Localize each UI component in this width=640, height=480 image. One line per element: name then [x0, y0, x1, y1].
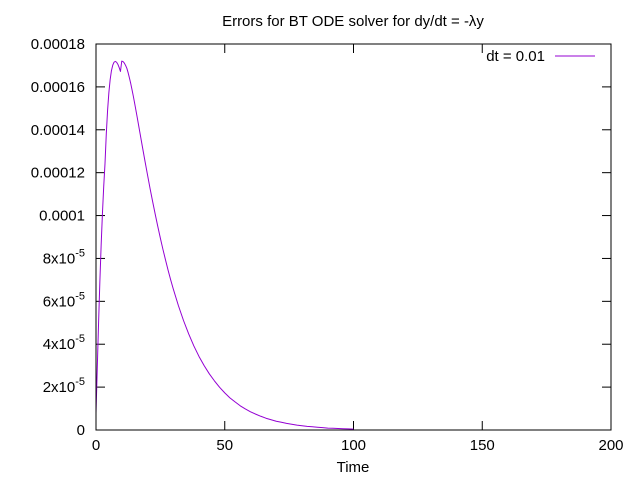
legend: dt = 0.01: [486, 48, 595, 65]
y-axis-ticks: 0 2x10-5 4x10-5 6x10-5 8x10-5 0.0001 0.00012 0.…: [31, 36, 611, 439]
y-tick-label: 2x10-5: [43, 376, 85, 396]
y-tick-label: 0.00016: [31, 79, 85, 96]
y-tick-label: 6x10-5: [43, 290, 85, 310]
y-tick-label: 4x10-5: [43, 333, 85, 353]
y-tick-label: 8x10-5: [43, 247, 85, 267]
series-line-dt-0-01: [95, 60, 354, 430]
chart-title: Errors for BT ODE solver for dy/dt = -λy: [222, 13, 484, 30]
x-tick-label: 200: [598, 437, 623, 454]
x-tick-label: 0: [92, 437, 100, 454]
y-tick-label: 0.0001: [39, 208, 85, 225]
legend-label-dt-0-01: dt = 0.01: [486, 48, 545, 65]
plot-series: [95, 60, 354, 430]
x-axis-ticks: 0 50 100 150 200: [92, 44, 624, 454]
x-axis-label: Time: [337, 459, 370, 476]
y-tick-label: 0.00014: [31, 122, 85, 139]
x-tick-label: 100: [341, 437, 366, 454]
plot-frame: [95, 43, 612, 431]
x-tick-label: 150: [470, 437, 495, 454]
y-tick-label: 0.00018: [31, 36, 85, 53]
y-tick-label: 0.00012: [31, 165, 85, 182]
y-tick-label: 0: [77, 422, 85, 439]
x-tick-label: 50: [216, 437, 233, 454]
